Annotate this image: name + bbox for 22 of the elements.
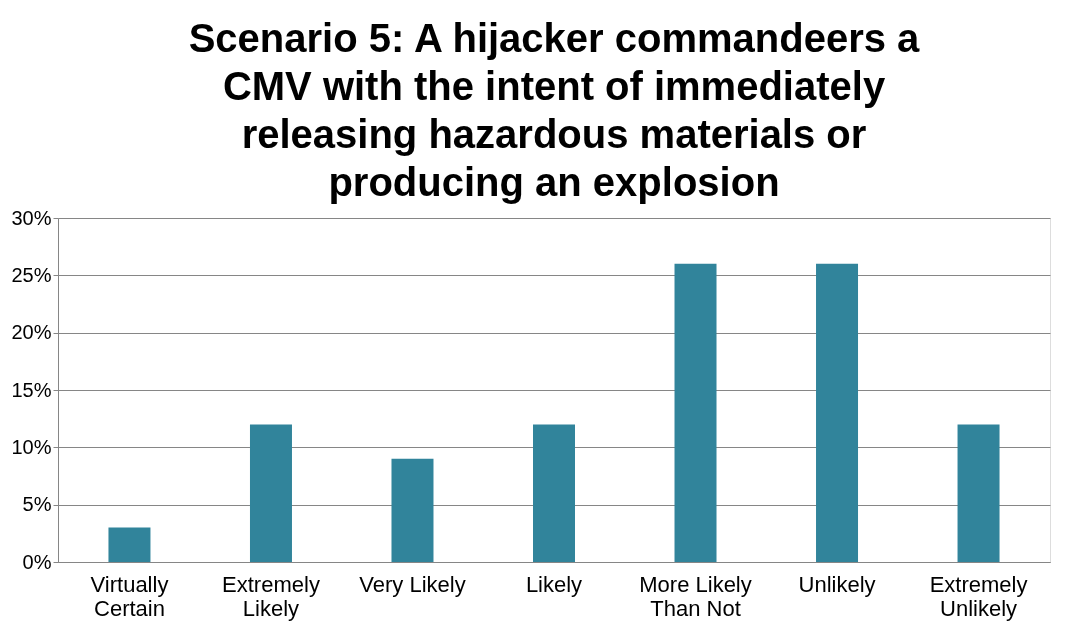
x-tick-label: Extremely Likely	[222, 571, 320, 621]
y-tick-label: 30%	[11, 206, 52, 229]
y-tick-label: 25%	[11, 263, 52, 286]
bar	[533, 424, 575, 562]
x-tick-label: More Likely Than Not	[639, 571, 752, 621]
x-tick-label: Virtually Certain	[90, 571, 169, 621]
bar	[816, 263, 859, 562]
y-tick-label: 10%	[11, 435, 52, 458]
bar	[391, 458, 434, 562]
bar	[108, 527, 151, 562]
y-tick-label: 20%	[11, 321, 52, 344]
y-tick-label: 5%	[22, 493, 52, 516]
x-tick-label: Unlikely	[798, 571, 876, 597]
bar	[957, 424, 1000, 562]
x-tick-label: Likely	[525, 571, 583, 597]
y-tick-label: 0%	[22, 550, 52, 573]
bar	[674, 263, 717, 562]
bar	[249, 424, 292, 562]
chart-title: Scenario 5: A hijacker commandeers a CMV with the intent of immediately releasing hazardous materials or producing an explosion	[188, 16, 921, 204]
y-tick-label: 15%	[11, 378, 52, 401]
x-tick-label: Extremely Unlikely	[929, 571, 1028, 621]
x-tick-label: Very Likely	[359, 571, 466, 597]
